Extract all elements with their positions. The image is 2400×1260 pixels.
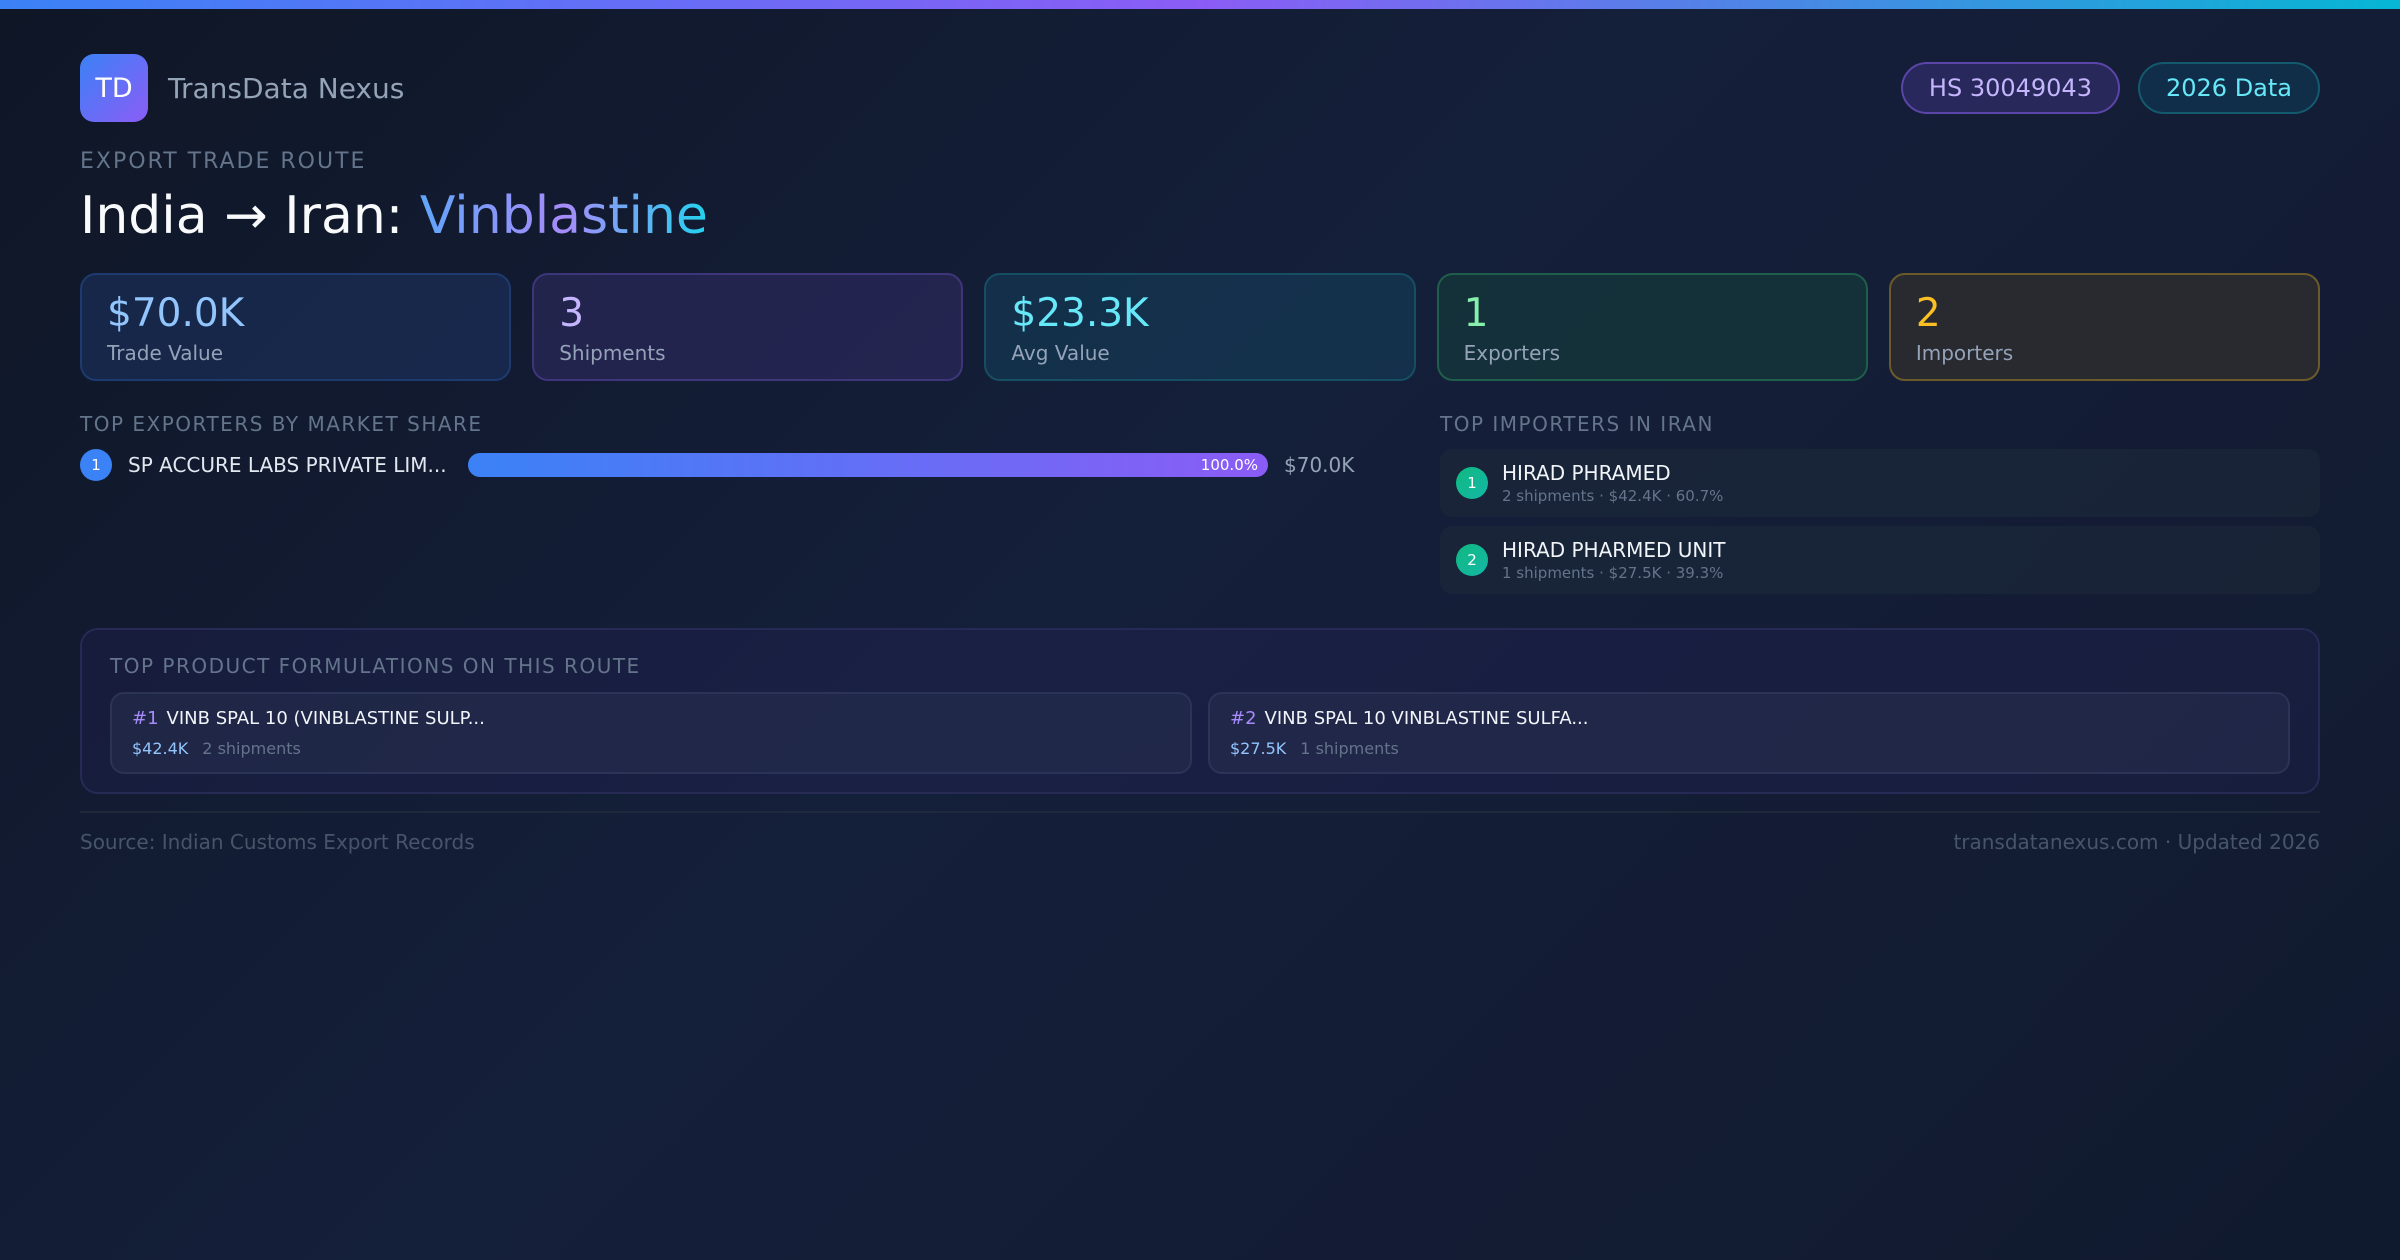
stat-value: $23.3K xyxy=(1011,291,1149,336)
arrow-icon: → xyxy=(224,186,268,246)
brand-name: TransData Nexus xyxy=(168,71,405,105)
product-name: Vinblastine xyxy=(419,186,708,246)
exporters-section-title: TOP EXPORTERS BY MARKET SHARE xyxy=(80,412,483,436)
stat-trade-value: $70.0K Trade Value xyxy=(80,273,512,381)
origin-country: India xyxy=(80,186,208,246)
rank-badge: 1 xyxy=(80,449,112,481)
formulation-shipments: 2 shipments xyxy=(202,739,301,758)
importer-row[interactable]: 1 HIRAD PHRAMED 2 shipments · $42.4K · 60… xyxy=(1440,449,2320,517)
stat-label: Avg Value xyxy=(1011,341,1110,365)
formulation-card[interactable]: #2 VINB SPAL 10 VINBLASTINE SULFA... $27.… xyxy=(1208,692,2290,774)
importer-name: HIRAD PHRAMED xyxy=(1502,461,1671,485)
formulations-panel: TOP PRODUCT FORMULATIONS ON THIS ROUTE #… xyxy=(80,628,2320,794)
stat-label: Exporters xyxy=(1463,341,1561,365)
data-year-badge: 2026 Data xyxy=(2137,62,2320,114)
exporter-value: $70.0K xyxy=(1284,453,1355,477)
market-share-label: 100.0% xyxy=(1200,456,1258,474)
brand[interactable]: TD TransData Nexus xyxy=(80,54,404,122)
formulation-shipments: 1 shipments xyxy=(1300,739,1399,758)
footer: Source: Indian Customs Export Records tr… xyxy=(80,830,2320,854)
importer-meta: 2 shipments · $42.4K · 60.7% xyxy=(1502,487,1724,505)
formulation-name: VINB SPAL 10 (VINBLASTINE SULP... xyxy=(166,708,485,729)
formulation-name: VINB SPAL 10 VINBLASTINE SULFA... xyxy=(1264,708,1589,729)
site-link[interactable]: transdatanexus.com · Updated 2026 xyxy=(1953,830,2320,854)
top-accent-bar xyxy=(0,0,2400,9)
market-share-bar: 100.0% xyxy=(468,453,1268,477)
stats-row: $70.0K Trade Value 3 Shipments $23.3K Avg V… xyxy=(80,273,2321,381)
rank-badge: 2 xyxy=(1456,544,1488,576)
source-note: Source: Indian Customs Export Records xyxy=(80,830,475,854)
stat-value: 1 xyxy=(1463,291,1489,336)
importer-name: HIRAD PHARMED UNIT xyxy=(1502,538,1726,562)
exporter-row[interactable]: 1 SP ACCURE LABS PRIVATE LIM... 100.0% $… xyxy=(80,448,1370,482)
importer-row[interactable]: 2 HIRAD PHARMED UNIT 1 shipments · $27.5K… xyxy=(1440,526,2320,594)
stat-exporters: 1 Exporters xyxy=(1436,273,1868,381)
stat-value: $70.0K xyxy=(107,291,245,336)
importers-section-title: TOP IMPORTERS IN IRAN xyxy=(1440,412,1714,436)
hs-code-badge: HS 30049043 xyxy=(1900,62,2120,114)
stat-label: Shipments xyxy=(559,341,666,365)
header: TD TransData Nexus HS 30049043 2026 Data xyxy=(80,54,2320,122)
rank-badge: 1 xyxy=(1456,467,1488,499)
stat-label: Importers xyxy=(1915,341,2014,365)
market-share-fill: 100.0% xyxy=(468,453,1268,477)
logo: TD xyxy=(80,54,148,122)
destination-country: Iran: xyxy=(284,186,404,246)
stat-value: 2 xyxy=(1915,291,1941,336)
formulation-value: $27.5K xyxy=(1230,739,1287,758)
formulations-section-title: TOP PRODUCT FORMULATIONS ON THIS ROUTE xyxy=(110,654,641,678)
stat-avg-value: $23.3K Avg Value xyxy=(984,273,1416,381)
page-subtitle: EXPORT TRADE ROUTE xyxy=(80,149,367,174)
formulation-value: $42.4K xyxy=(132,739,189,758)
stat-shipments: 3 Shipments xyxy=(532,273,964,381)
exporter-name: SP ACCURE LABS PRIVATE LIM... xyxy=(128,453,447,477)
formulation-rank: #2 xyxy=(1230,708,1257,729)
formulation-rank: #1 xyxy=(132,708,159,729)
stat-label: Trade Value xyxy=(107,341,224,365)
formulation-card[interactable]: #1 VINB SPAL 10 (VINBLASTINE SULP... $42.… xyxy=(110,692,1192,774)
stat-importers: 2 Importers xyxy=(1888,273,2321,381)
footer-divider xyxy=(80,811,2320,813)
page-title: India → Iran: Vinblastine xyxy=(80,186,708,246)
stat-value: 3 xyxy=(559,291,585,336)
importer-meta: 1 shipments · $27.5K · 39.3% xyxy=(1502,564,1724,582)
